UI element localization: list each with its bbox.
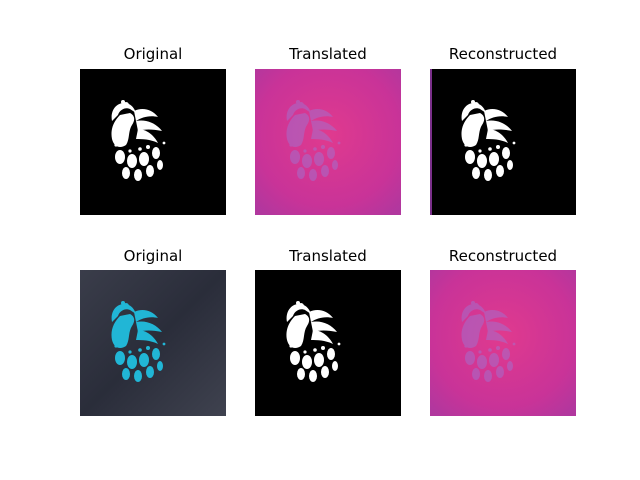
reconstructed-image — [430, 270, 576, 416]
panel-title: Original — [123, 45, 183, 63]
panel-title: Translated — [289, 247, 367, 265]
panel-title: Original — [123, 247, 183, 265]
translated-image — [255, 69, 401, 215]
original-image — [80, 270, 226, 416]
original-image — [80, 69, 226, 215]
reconstructed-image — [430, 69, 576, 215]
panel-title: Reconstructed — [448, 247, 558, 265]
panel-title: Reconstructed — [448, 45, 558, 63]
panel-title: Translated — [289, 45, 367, 63]
translated-image — [255, 270, 401, 416]
